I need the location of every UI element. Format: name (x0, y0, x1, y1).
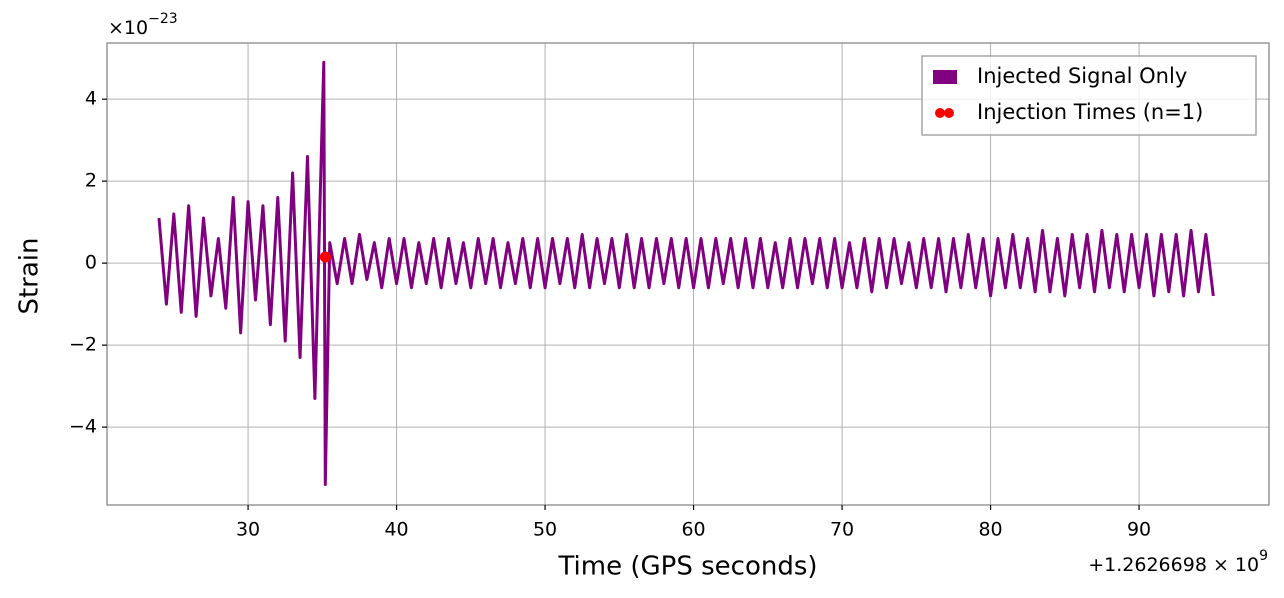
x-axis-label: Time (GPS seconds) (557, 552, 817, 582)
legend-label: Injection Times (n=1) (977, 100, 1203, 124)
legend-frame (921, 55, 1257, 136)
y-tick-label: −4 (69, 416, 97, 438)
y-offset-base: ×10 (108, 17, 148, 39)
x-offset-label: +1.2626698 × 109 (1088, 548, 1268, 576)
legend-marker (933, 70, 957, 84)
signal-line (157, 60, 1215, 486)
x-tick-label: 90 (1127, 519, 1151, 541)
x-tick-label: 80 (978, 519, 1002, 541)
x-tick-label: 50 (533, 519, 557, 541)
x-tick-label: 30 (236, 519, 260, 541)
x-tick-label: 40 (384, 519, 408, 541)
y-tick-label: 0 (85, 252, 97, 274)
y-offset-label: ×10−23 (108, 11, 178, 39)
ticks: 30 40 50 60 70 80 90 −4 −2 0 2 4 (69, 88, 1151, 541)
axes-frame (106, 42, 1270, 506)
y-tick-label: 2 (85, 170, 97, 192)
legend: Injected Signal Only Injection Times (n=1… (921, 55, 1257, 136)
legend-marker (935, 108, 945, 118)
y-tick-label: 4 (85, 88, 97, 110)
y-axis-label: Strain (15, 237, 45, 314)
legend-label: Injected Signal Only (977, 64, 1187, 88)
plot-area (157, 60, 1215, 486)
x-offset-exponent: 9 (1259, 548, 1268, 564)
x-tick-label: 60 (681, 519, 705, 541)
x-offset-base: +1.2626698 × 10 (1088, 554, 1259, 576)
y-tick-label: −2 (69, 334, 97, 356)
y-offset-exponent: −23 (148, 11, 178, 27)
x-tick-label: 70 (830, 519, 854, 541)
legend-marker (944, 108, 954, 118)
injection-point (319, 251, 331, 263)
